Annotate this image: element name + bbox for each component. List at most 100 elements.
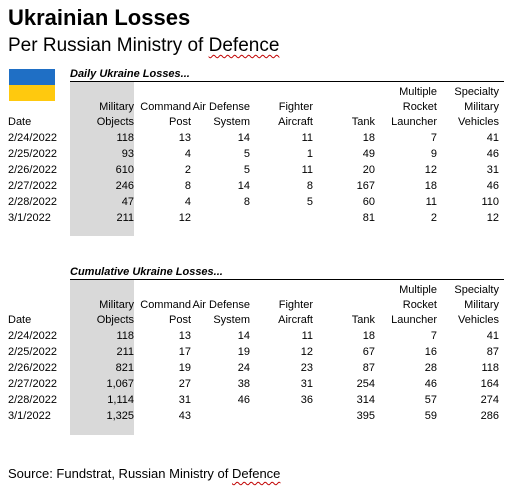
daily-table-header: Date Military Objects Command Post Air Defens…	[0, 84, 499, 130]
value-cell: 14	[237, 330, 250, 342]
daily-table-body: 2/24/2022 118 13 14 11 18 7 41 2/25/2022 93 4 5 1 49 9…	[0, 130, 499, 226]
value-cell: 11	[301, 132, 313, 144]
column-header: Specialty Military Vehicles	[437, 84, 499, 130]
value-cell: 118	[116, 132, 134, 144]
value-cell: 16	[424, 346, 437, 358]
date-cell: 3/1/2022	[8, 212, 51, 224]
date-cell: 2/27/2022	[8, 378, 57, 390]
column-header-line: Specialty	[454, 86, 499, 98]
value-cell: 41	[486, 330, 499, 342]
column-header-line: Date	[8, 116, 32, 128]
table-row: 2/27/2022 1,067 27 38 31 254 46 164	[0, 376, 499, 392]
column-header: Military Objects	[70, 84, 134, 130]
value-cell: 167	[356, 180, 375, 192]
column-header: Air Defense System	[191, 282, 250, 328]
cumulative-losses-table: Date Military Objects Command Post Air Defens…	[0, 282, 499, 424]
value-cell: 211	[116, 346, 134, 358]
value-cell: 46	[486, 148, 499, 160]
header-row: Date Military Objects Command Post Air Defens…	[0, 84, 499, 130]
value-cell: 11	[301, 330, 313, 342]
flag-yellow-stripe	[9, 85, 55, 101]
value-cell: 87	[486, 346, 499, 358]
column-header-line: System	[213, 116, 250, 128]
header-row: Date Military Objects Command Post Air Defens…	[0, 282, 499, 328]
table-row: 2/28/2022 1,114 31 46 36 314 57 274	[0, 392, 499, 408]
value-cell: 1,067	[106, 378, 134, 390]
subtitle-flagged-word: Defence	[208, 35, 280, 56]
value-cell: 8	[184, 180, 191, 192]
column-header: Air Defense System	[191, 84, 250, 130]
value-cell: 5	[243, 164, 250, 176]
cumulative-table-body: 2/24/2022 118 13 14 11 18 7 41 2/25/2022 211 17 19 1…	[0, 328, 499, 424]
value-cell: 41	[486, 132, 499, 144]
column-header-line: Military	[99, 101, 134, 113]
value-cell: 47	[121, 196, 134, 208]
table-row: 2/24/2022 118 13 14 11 18 7 41	[0, 328, 499, 344]
source-flagged-word: Defence	[231, 466, 281, 481]
column-header-line: Military	[99, 299, 134, 311]
value-cell: 9	[430, 148, 437, 160]
column-header: Tank	[313, 282, 375, 328]
column-header: Date	[0, 282, 70, 328]
value-cell: 5	[243, 148, 250, 160]
value-cell: 4	[184, 148, 191, 160]
value-cell	[250, 210, 313, 226]
value-cell: 43	[178, 410, 191, 422]
date-cell: 2/24/2022	[8, 132, 57, 144]
table-row: 2/26/2022 821 19 24 23 87 28 118	[0, 360, 499, 376]
value-cell	[250, 408, 313, 424]
value-cell: 11	[301, 164, 313, 176]
value-cell: 118	[481, 362, 499, 374]
column-header: Date	[0, 84, 70, 130]
military-objects-highlight	[70, 279, 134, 435]
table-row: 2/24/2022 118 13 14 11 18 7 41	[0, 130, 499, 146]
cumulative-section-title: Cumulative Ukraine Losses...	[70, 266, 223, 278]
source-text: Source: Fundstrat, Russian Ministry of	[8, 466, 232, 481]
value-cell: 7	[430, 132, 437, 144]
column-header-line: Post	[168, 314, 191, 326]
value-cell: 12	[178, 212, 191, 224]
subtitle-text: Per Russian Ministry of	[8, 35, 209, 56]
value-cell: 1	[306, 148, 313, 160]
value-cell: 19	[237, 346, 250, 358]
value-cell: 13	[178, 330, 191, 342]
value-cell: 12	[300, 346, 313, 358]
value-cell: 395	[356, 410, 375, 422]
column-header-line: Command	[140, 299, 191, 311]
military-objects-highlight	[70, 82, 134, 236]
date-cell: 2/26/2022	[8, 362, 57, 374]
column-header: Military Objects	[70, 282, 134, 328]
flag-blue-stripe	[9, 69, 55, 85]
value-cell: 13	[178, 132, 191, 144]
value-cell: 18	[424, 180, 437, 192]
column-header-line: Rocket	[402, 101, 437, 113]
column-header: Command Post	[134, 282, 191, 328]
value-cell: 93	[121, 148, 134, 160]
date-cell: 2/25/2022	[8, 346, 57, 358]
value-cell: 57	[424, 394, 437, 406]
date-cell: 2/25/2022	[8, 148, 57, 160]
value-cell: 19	[178, 362, 191, 374]
column-header: Fighter Aircraft	[250, 84, 313, 130]
value-cell: 28	[424, 362, 437, 374]
column-header-line: Tank	[351, 116, 375, 128]
value-cell: 274	[480, 394, 499, 406]
column-header-line: Military	[464, 299, 499, 311]
table-row: 2/25/2022 93 4 5 1 49 9 46	[0, 146, 499, 162]
value-cell: 211	[116, 212, 134, 224]
value-cell: 118	[116, 330, 134, 342]
column-header-line: Specialty	[454, 284, 499, 296]
column-header-line: Multiple	[399, 284, 437, 296]
column-header: Command Post	[134, 84, 191, 130]
column-header-line: Fighter	[278, 101, 313, 113]
column-header-line: Tank	[351, 314, 375, 326]
value-cell	[191, 408, 250, 424]
date-cell: 2/28/2022	[8, 196, 57, 208]
value-cell: 12	[424, 164, 437, 176]
value-cell: 17	[178, 346, 191, 358]
date-cell: 2/27/2022	[8, 180, 57, 192]
column-header-line: Date	[8, 314, 32, 326]
value-cell: 20	[362, 164, 375, 176]
value-cell: 14	[237, 180, 250, 192]
column-header-line: Air Defense	[192, 299, 250, 311]
